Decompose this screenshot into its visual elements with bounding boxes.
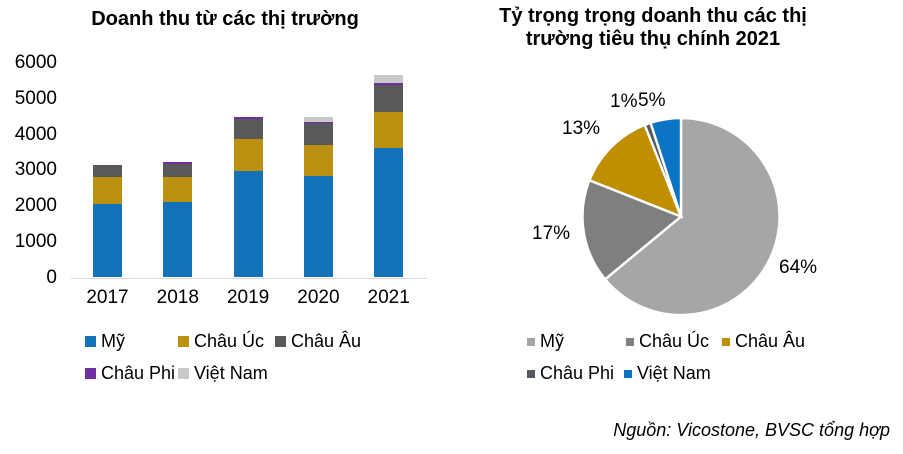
bar-segment-2021-viet-nam	[374, 75, 404, 83]
legend-label-chau-au: Châu Âu	[291, 331, 362, 351]
pie-chart-title: Tỷ trọng trọng doanh thu các thị trường …	[490, 5, 816, 51]
pie-legend-item-viet-nam: Việt Nam	[624, 363, 711, 384]
pie-value-label-chau-phi: 1%	[610, 91, 638, 112]
bar-segment-2020-my	[303, 176, 333, 277]
pie-legend-label-chau-uc: Châu Úc	[639, 331, 710, 351]
pie-title-line-1: Tỷ trọng trọng doanh thu các thị	[499, 5, 807, 27]
pie-chart: Tỷ trọng trọng doanh thu các thị trường …	[454, 0, 903, 454]
legend-label-chau-phi: Châu Phi	[101, 363, 176, 383]
bar-segment-2019-chau-phi	[233, 117, 263, 119]
pie-legend-label-viet-nam: Việt Nam	[637, 363, 711, 383]
bar-segment-2018-chau-phi	[163, 162, 193, 164]
bar-segment-2021-chau-phi	[374, 82, 404, 85]
pie-plot-area: 64% 17% 13% 1% 5%	[454, 0, 903, 330]
x-tick-label-2019: 2019	[226, 287, 270, 308]
bar-segment-2017-chau-au	[93, 164, 122, 178]
pie-legend-swatch-chau-phi	[527, 369, 535, 378]
legend-item-my: Mỹ	[85, 331, 125, 352]
y-tick-label-0: 0	[46, 266, 57, 288]
bar-plot-area: 0 1000 2000 3000 4000 5000 6000 2017 2018 2019 202…	[0, 0, 454, 320]
pie-legend-item-chau-au: Châu Âu	[722, 331, 805, 352]
legend-swatch-viet-nam	[178, 368, 189, 379]
legend-item-chau-phi: Châu Phi	[85, 363, 175, 384]
pie-legend-label-my: Mỹ	[540, 331, 564, 351]
pie-legend-swatch-chau-uc	[626, 337, 634, 346]
bar-segment-2017-my	[93, 203, 122, 277]
x-axis-line	[71, 277, 427, 279]
pie-legend-item-chau-uc: Châu Úc	[626, 331, 709, 352]
bar-chart-title: Doanh thu từ các thị trường	[91, 8, 359, 30]
pie-slice-my	[603, 116, 781, 317]
bar-segment-2021-chau-uc	[374, 112, 404, 149]
legend-item-viet-nam: Việt Nam	[178, 363, 268, 384]
bar-segment-2018-chau-uc	[163, 177, 193, 203]
y-tick-label-3000: 3000	[14, 159, 57, 181]
pie-value-label-viet-nam: 5%	[638, 90, 666, 111]
x-tick-label-2020: 2020	[297, 287, 340, 308]
pie-title-line-2: trường tiêu thụ chính 2021	[525, 28, 781, 50]
bar-segment-2017-chau-uc	[93, 177, 122, 204]
pie-legend-swatch-viet-nam	[624, 369, 632, 378]
pie-legend-swatch-my	[527, 337, 535, 346]
y-tick-label-4000: 4000	[14, 123, 57, 145]
pie-legend-swatch-chau-au	[722, 337, 730, 346]
bar-chart-legend: Mỹ Châu Úc Châu Âu Châu Phi Việt Nam	[85, 331, 361, 384]
pie-value-label-chau-uc: 17%	[532, 223, 571, 244]
pie-value-label-my: 64%	[779, 257, 818, 278]
y-tick-label-5000: 5000	[14, 88, 57, 109]
bar-segment-2018-chau-au	[163, 163, 193, 178]
bar-segment-2020-viet-nam	[303, 116, 333, 122]
pie-chart-legend: Mỹ Châu Úc Châu Âu Châu Phi Việt Nam	[454, 0, 903, 454]
pie-legend-item-chau-phi: Châu Phi	[527, 363, 614, 384]
bar-segment-2020-chau-au	[303, 122, 333, 146]
pie-legend-label-chau-au: Châu Âu	[735, 331, 806, 351]
bar-chart: Doanh thu từ các thị trường 0 1000 2000 300…	[0, 0, 454, 384]
legend-label-my: Mỹ	[101, 331, 125, 351]
bar-segment-2020-chau-phi	[303, 121, 333, 123]
source-note: Nguồn: Vicostone, BVSC tổng hợp	[613, 420, 890, 440]
legend-swatch-my	[85, 336, 96, 347]
pie-slice-chau-uc	[581, 178, 684, 281]
legend-swatch-chau-phi	[85, 368, 96, 379]
pie-legend-item-my: Mỹ	[527, 331, 564, 352]
legend-swatch-chau-au	[275, 336, 286, 347]
y-tick-label-1000: 1000	[14, 230, 57, 252]
x-tick-label-2021: 2021	[367, 287, 410, 308]
x-tick-label-2017: 2017	[86, 287, 129, 308]
y-tick-label-6000: 6000	[14, 52, 57, 74]
legend-swatch-chau-uc	[178, 336, 189, 347]
bar-segment-2021-chau-au	[374, 84, 404, 113]
pie-value-label-chau-au: 13%	[562, 118, 601, 139]
pie-slice-chau-au	[587, 123, 684, 219]
pie-svg	[581, 116, 781, 317]
bar-segment-2021-my	[374, 148, 404, 277]
legend-item-chau-au: Châu Âu	[275, 331, 361, 352]
bar-segment-2019-chau-au	[233, 118, 263, 139]
bar-segment-2019-chau-uc	[233, 138, 263, 171]
pie-legend-label-chau-phi: Châu Phi	[540, 363, 615, 383]
bar-segment-2018-my	[163, 202, 193, 277]
legend-label-chau-uc: Châu Úc	[194, 331, 265, 351]
y-tick-label-2000: 2000	[14, 195, 57, 217]
bar-segment-2020-chau-uc	[303, 145, 333, 177]
legend-item-chau-uc: Châu Úc	[178, 331, 264, 352]
legend-label-viet-nam: Việt Nam	[194, 363, 268, 383]
x-tick-label-2018: 2018	[156, 287, 199, 308]
bar-segment-2019-my	[233, 170, 263, 277]
pie-slice-viet-nam	[649, 116, 683, 217]
